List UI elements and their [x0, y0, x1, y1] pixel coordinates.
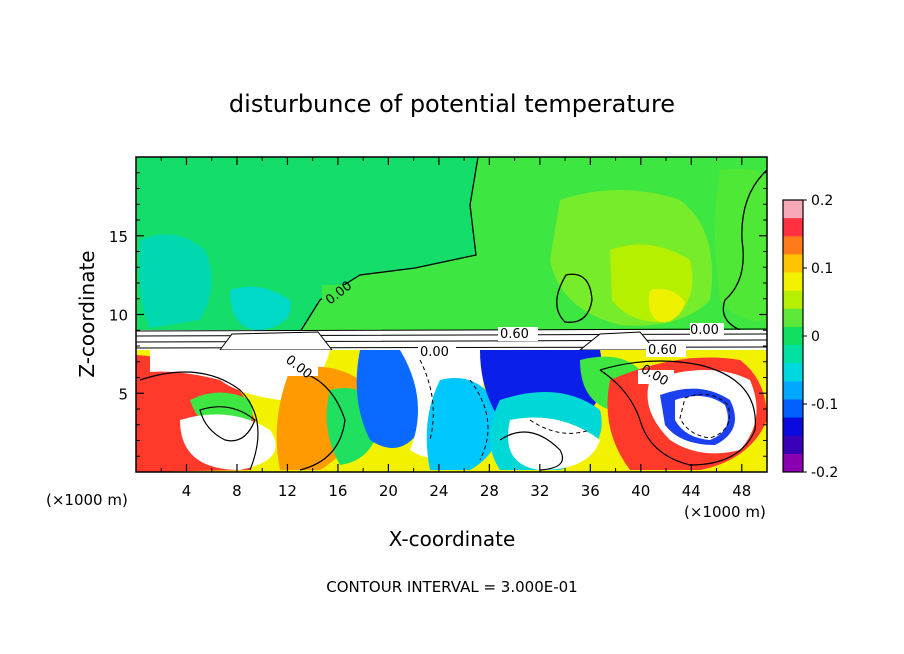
x-tick-label: 40 — [631, 482, 650, 500]
y-tick-label: 15 — [109, 228, 128, 246]
contour-label: 0.00 — [690, 323, 719, 338]
field-region-hot-right — [648, 288, 685, 322]
y-axis-ticks: 5 10 15 — [109, 172, 767, 457]
x-tick-label: 20 — [379, 482, 398, 500]
contour-lower-d — [599, 360, 756, 466]
colorbar-swatch — [783, 345, 803, 364]
y-tick-label: 10 — [109, 307, 128, 325]
colorbar-swatch — [783, 308, 803, 328]
contour-lower-e — [679, 393, 730, 439]
chart-title: disturbunce of potential temperature — [229, 90, 675, 118]
colorbar-swatch — [783, 254, 803, 274]
colorbar-swatch — [783, 363, 803, 382]
y-axis-unit: (×1000 m) — [684, 503, 766, 521]
x-tick-label: 24 — [429, 482, 448, 500]
x-tick-label: 12 — [278, 482, 297, 500]
contour-label: 0.60 — [648, 343, 677, 358]
colorbar — [782, 199, 804, 473]
x-axis-label: X-coordinate — [389, 527, 516, 551]
x-tick-label: 4 — [182, 482, 192, 500]
colorbar-swatch — [783, 218, 803, 237]
contour-upper-loop-a — [556, 273, 593, 323]
colorbar-tick-label: 0.2 — [811, 193, 833, 209]
contour-lower-c — [289, 369, 346, 471]
y-tick-label: 5 — [118, 385, 128, 403]
contour-lower-b — [199, 406, 256, 442]
colorbar-ticks: 0.2 0.1 0 -0.1 -0.2 — [803, 193, 838, 481]
colorbar-swatch — [783, 453, 803, 473]
field-region-green-right — [715, 168, 767, 321]
colorbar-swatch — [783, 381, 803, 400]
x-tick-label: 44 — [682, 482, 701, 500]
contour-lower-dashed — [419, 359, 591, 461]
colorbar-swatch — [783, 435, 803, 455]
field-region-white-left2 — [180, 414, 276, 470]
heatmap-field: 0.00 0.00 0.60 0.00 0.60 0.00 0.00 — [136, 157, 767, 472]
contour-interval-note: CONTOUR INTERVAL = 3.000E-01 — [326, 578, 577, 596]
field-region-cyan-left — [139, 234, 212, 328]
field-region-cool-left — [136, 157, 478, 332]
x-tick-label: 16 — [328, 482, 347, 500]
x-tick-label: 48 — [732, 482, 751, 500]
contour-upper-main — [299, 157, 479, 332]
colorbar-tick-label: 0 — [811, 329, 820, 345]
contour-label: 0.00 — [420, 345, 449, 360]
colorbar-swatch — [783, 236, 803, 255]
contour-lower-a — [139, 371, 259, 471]
x-tick-label: 36 — [581, 482, 600, 500]
contour-upper-right — [722, 169, 767, 331]
contour-lower-f — [499, 431, 564, 471]
colorbar-tick-label: 0.1 — [811, 261, 833, 277]
colorbar-swatch — [783, 290, 803, 310]
x-tick-label: 28 — [480, 482, 499, 500]
colorbar-swatch — [783, 417, 803, 437]
contour-label: 0.60 — [500, 327, 529, 342]
colorbar-swatch — [783, 399, 803, 419]
colorbar-swatch — [783, 200, 803, 219]
colorbar-swatch — [783, 326, 803, 346]
colorbar-swatch — [783, 272, 803, 292]
field-region-cyan-mid — [230, 286, 291, 330]
x-tick-label: 32 — [530, 482, 549, 500]
x-tick-label: 8 — [232, 482, 242, 500]
colorbar-tick-label: -0.2 — [811, 465, 838, 481]
x-axis-ticks: 4 8 12 16 20 24 28 32 36 40 44 48 — [160, 157, 751, 500]
x-axis-unit: (×1000 m) — [46, 491, 128, 509]
y-axis-label: Z-coordinate — [75, 250, 99, 377]
colorbar-tick-label: -0.1 — [811, 397, 838, 413]
band-contours — [136, 328, 767, 349]
